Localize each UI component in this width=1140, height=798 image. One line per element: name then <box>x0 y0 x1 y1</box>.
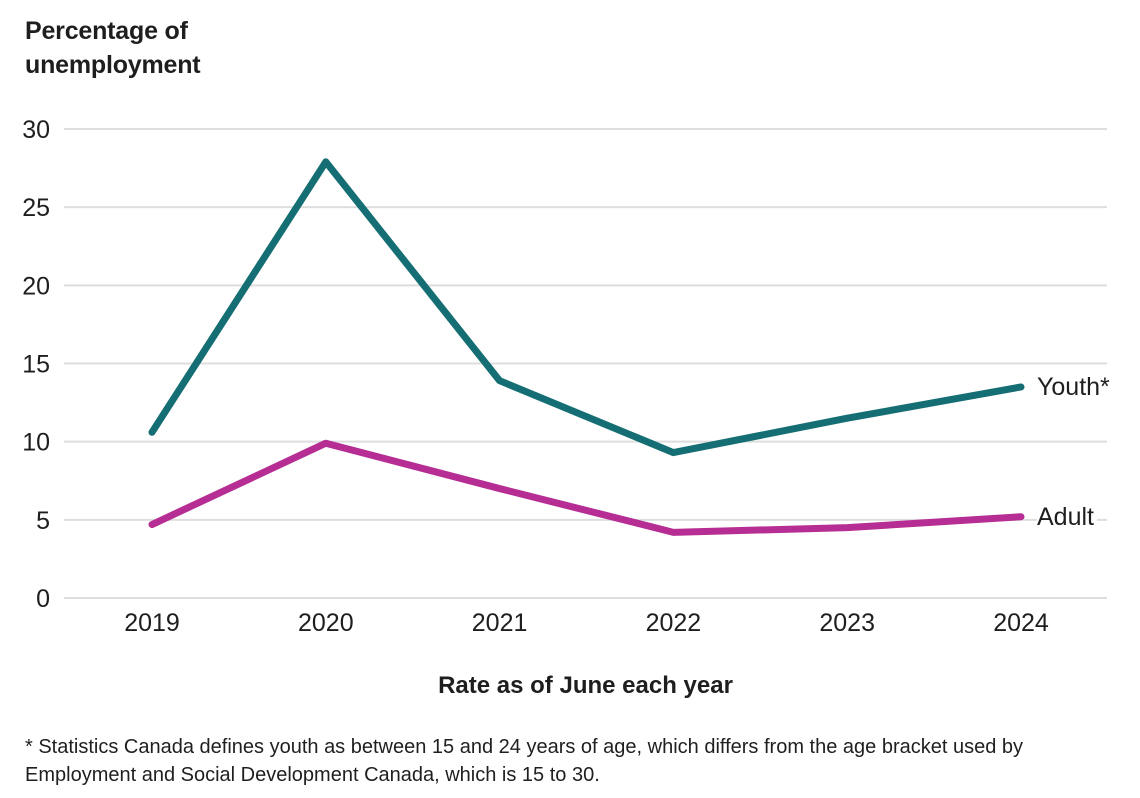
y-tick-label-15: 15 <box>22 351 50 379</box>
x-tick-label-2020: 2020 <box>298 609 354 637</box>
x-tick-label-2023: 2023 <box>819 609 875 637</box>
x-axis-title: Rate as of June each year <box>438 672 733 699</box>
footnote: * Statistics Canada defines youth as bet… <box>25 736 1024 786</box>
y-tick-label-10: 10 <box>22 429 50 457</box>
x-tick-label-2021: 2021 <box>472 609 528 637</box>
y-tick-label-5: 5 <box>36 507 50 535</box>
y-tick-label-30: 30 <box>22 116 50 144</box>
x-tick-label-2022: 2022 <box>646 609 702 637</box>
y-tick-label-0: 0 <box>36 585 50 613</box>
y-tick-label-25: 25 <box>22 194 50 222</box>
x-tick-label-2024: 2024 <box>993 609 1049 637</box>
series-label-adult: Adult <box>1037 499 1097 534</box>
x-tick-label-2019: 2019 <box>124 609 180 637</box>
chart-title: Percentage of unemployment <box>25 17 201 79</box>
data-line-youth <box>148 158 1025 457</box>
y-tick-label-20: 20 <box>22 272 50 300</box>
series-label-youth: Youth* <box>1037 369 1113 404</box>
data-line-adult <box>148 439 1025 536</box>
plot-area: 0 5 10 15 20 25 30 2019 2020 2021 2022 2023 2024 <box>22 116 1107 637</box>
